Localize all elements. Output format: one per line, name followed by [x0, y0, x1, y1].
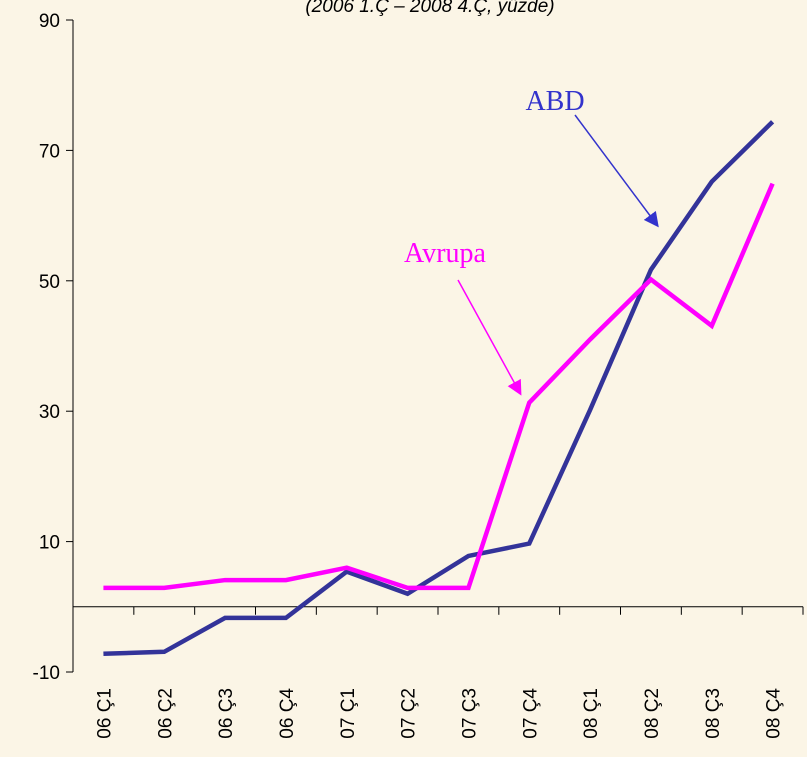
y-tick-label: -10 [33, 663, 60, 684]
chart-subtitle: (2006 1.Ç – 2008 4.Ç, yüzde) [305, 0, 554, 17]
series-line [103, 120, 775, 656]
x-tick-label: 07 Ç3 [459, 688, 480, 739]
series-label: Avrupa [404, 238, 486, 269]
x-tick-label: 07 Ç1 [338, 688, 359, 739]
x-tick-label: 08 Ç1 [581, 688, 602, 739]
series-line [103, 182, 775, 591]
annotation-arrow [457, 279, 522, 396]
annotation-arrow [574, 114, 659, 228]
y-tick-label: 30 [39, 402, 60, 423]
x-tick-label: 06 Ç4 [277, 688, 298, 739]
y-tick-label: 70 [39, 141, 60, 162]
x-tick-label: 08 Ç4 [764, 688, 785, 739]
x-tick-label: 08 Ç3 [703, 688, 724, 739]
x-tick-label: 07 Ç2 [399, 688, 420, 739]
x-tick-label: 07 Ç4 [520, 688, 541, 739]
x-tick-label: 06 Ç2 [155, 688, 176, 739]
series-label: ABD [525, 86, 584, 117]
y-tick-label: 10 [39, 533, 60, 554]
y-tick-label: 90 [39, 11, 60, 32]
x-tick-label: 06 Ç1 [94, 688, 115, 739]
y-tick-label: 50 [39, 272, 60, 293]
x-tick-label: 08 Ç2 [642, 688, 663, 739]
x-tick-label: 06 Ç3 [216, 688, 237, 739]
